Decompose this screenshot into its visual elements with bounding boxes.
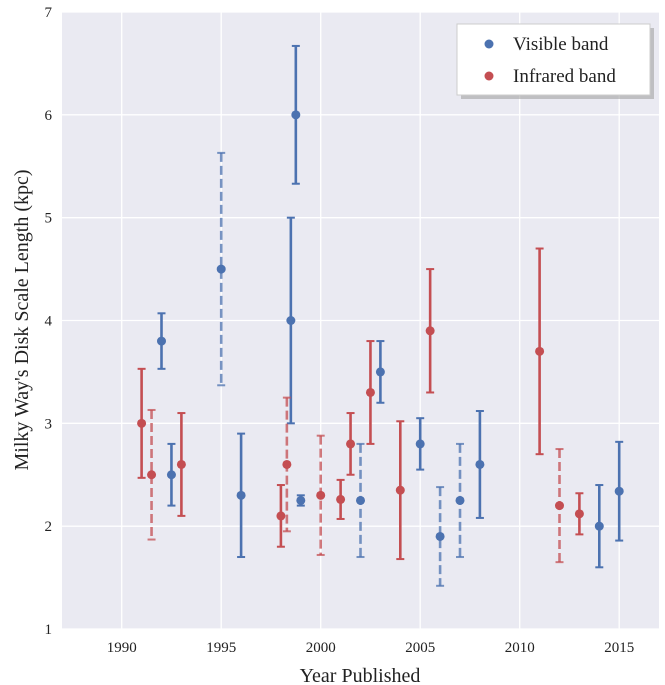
infrared-data-point: [425, 326, 435, 336]
x-axis-title: Year Published: [300, 665, 421, 685]
visible-data-point: [475, 459, 485, 469]
infrared-data-point: [137, 418, 147, 428]
x-tick-label: 2000: [306, 640, 336, 656]
y-tick-label: 4: [45, 314, 53, 330]
y-tick-label: 5: [45, 211, 53, 227]
visible-data-point: [166, 470, 176, 480]
infrared-data-point: [276, 511, 286, 521]
visible-data-point: [216, 264, 226, 274]
y-tick-labels: 1 2 3 4 5 6 7: [45, 5, 53, 638]
visible-data-point: [291, 110, 301, 120]
visible-data-point: [415, 439, 425, 449]
infrared-data-point: [176, 459, 186, 469]
infrared-data-point: [316, 490, 326, 500]
y-tick-label: 1: [45, 622, 53, 638]
infrared-data-point: [336, 494, 346, 504]
y-tick-label: 6: [45, 108, 53, 124]
visible-data-point: [157, 336, 166, 346]
infrared-data-point: [535, 346, 545, 356]
infrared-data-point: [147, 470, 157, 480]
x-tick-label: 2005: [405, 640, 435, 656]
infrared-data-point: [365, 387, 375, 397]
visible-data-point: [375, 367, 385, 377]
y-tick-label: 2: [45, 519, 53, 535]
legend-box: [456, 23, 651, 96]
x-tick-labels: 1990 1995 2000 2005 2010 2015: [107, 640, 635, 656]
x-tick-label: 2010: [505, 640, 535, 656]
infrared-data-point: [282, 459, 292, 469]
visible-data-point: [296, 495, 306, 505]
y-axis-title: Milky Way's Disk Scale Length (kpc): [11, 169, 33, 470]
data-points: [137, 110, 624, 541]
x-tick-label: 1990: [107, 640, 137, 656]
legend-label-visible: Visible band: [513, 34, 609, 55]
legend-label-infrared: Infrared band: [513, 66, 616, 87]
visible-data-point: [455, 495, 465, 505]
legend-marker-infrared: [484, 71, 494, 81]
visible-data-point: [286, 316, 296, 325]
visible-data-point: [435, 531, 445, 541]
x-tick-label: 1995: [206, 640, 236, 656]
legend-marker-visible: [484, 39, 494, 49]
visible-data-point: [236, 490, 246, 500]
legend: Visible band Infrared band: [456, 23, 654, 99]
infrared-data-point: [555, 501, 564, 511]
y-tick-label: 7: [45, 5, 53, 21]
visible-data-point: [594, 521, 604, 531]
infrared-data-point: [346, 439, 356, 449]
infrared-data-point: [574, 509, 584, 519]
y-tick-label: 3: [45, 416, 53, 432]
x-tick-label: 2015: [604, 640, 634, 656]
grid: [62, 11, 659, 630]
infrared-data-point: [395, 485, 405, 495]
visible-data-point: [614, 486, 624, 496]
visible-data-point: [356, 495, 365, 505]
